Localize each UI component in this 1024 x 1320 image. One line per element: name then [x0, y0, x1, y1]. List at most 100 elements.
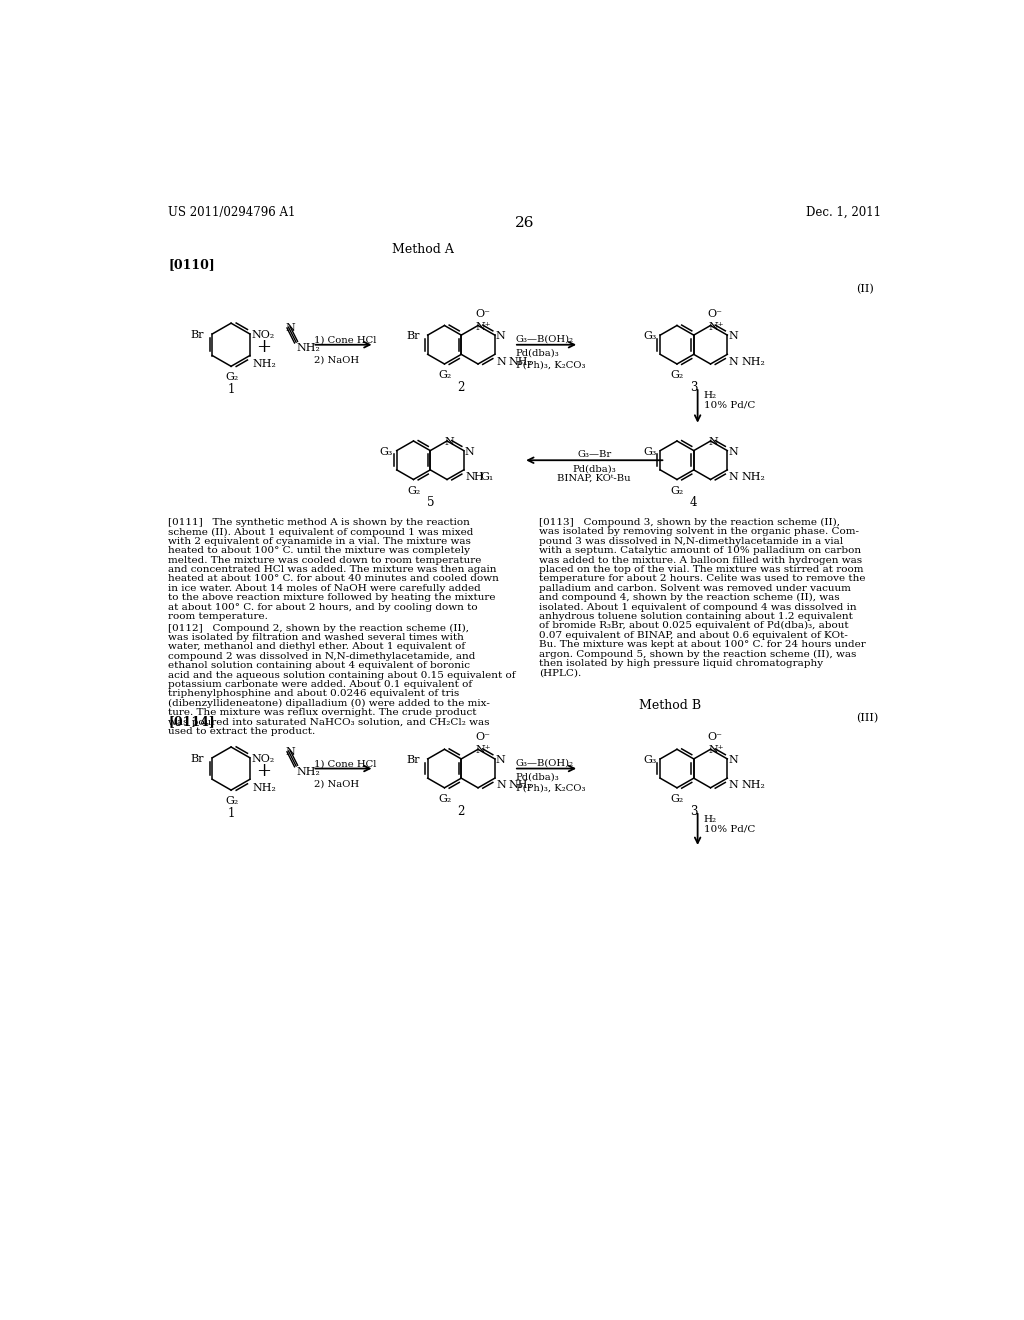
Text: used to extract the product.: used to extract the product. [168, 727, 315, 737]
Text: NH₂: NH₂ [296, 343, 321, 354]
Text: anhydrous toluene solution containing about 1.2 equivalent: anhydrous toluene solution containing ab… [539, 612, 853, 620]
Text: (dibenzyllideneatone) dipalladium (0) were added to the mix-: (dibenzyllideneatone) dipalladium (0) we… [168, 698, 490, 708]
Text: at about 100° C. for about 2 hours, and by cooling down to: at about 100° C. for about 2 hours, and … [168, 602, 478, 611]
Text: G₂: G₂ [225, 372, 239, 383]
Text: NO₂: NO₂ [252, 754, 274, 764]
Text: argon. Compound 5, shown by the reaction scheme (II), was: argon. Compound 5, shown by the reaction… [539, 649, 856, 659]
Text: and concentrated HCl was added. The mixture was then again: and concentrated HCl was added. The mixt… [168, 565, 497, 574]
Text: triphenylphosphine and about 0.0246 equivalent of tris: triphenylphosphine and about 0.0246 equi… [168, 689, 460, 698]
Text: N: N [444, 437, 455, 447]
Text: 0.07 equivalent of BINAP, and about 0.6 equivalent of KOt-: 0.07 equivalent of BINAP, and about 0.6 … [539, 631, 848, 640]
Text: (II): (II) [856, 284, 874, 294]
Text: 1: 1 [227, 807, 234, 820]
Text: O⁻: O⁻ [708, 733, 722, 742]
Text: 10% Pd/C: 10% Pd/C [703, 401, 756, 411]
Text: N: N [729, 780, 738, 791]
Text: N: N [465, 446, 474, 457]
Text: N: N [729, 356, 738, 367]
Text: G₃: G₃ [380, 446, 393, 457]
Text: scheme (II). About 1 equivalent of compound 1 was mixed: scheme (II). About 1 equivalent of compo… [168, 528, 474, 536]
Text: Br: Br [190, 754, 204, 764]
Text: (HPLC).: (HPLC). [539, 668, 581, 677]
Text: G₂: G₂ [438, 370, 452, 380]
Text: NH₂: NH₂ [741, 780, 765, 791]
Text: H₂: H₂ [703, 814, 717, 824]
Text: O⁻: O⁻ [475, 309, 489, 318]
Text: [0114]: [0114] [168, 714, 215, 727]
Text: NH₂: NH₂ [741, 356, 765, 367]
Text: room temperature.: room temperature. [168, 612, 268, 620]
Text: N⁺: N⁺ [709, 746, 724, 755]
Text: G₂: G₂ [671, 486, 684, 495]
Text: P(Ph)₃, K₂CO₃: P(Ph)₃, K₂CO₃ [515, 784, 585, 793]
Text: Br: Br [406, 755, 420, 766]
Text: compound 2 was dissolved in N,N-dimethylacetamide, and: compound 2 was dissolved in N,N-dimethyl… [168, 652, 476, 661]
Text: G₂: G₂ [408, 486, 421, 495]
Text: with 2 equivalent of cyanamide in a vial. The mixture was: with 2 equivalent of cyanamide in a vial… [168, 537, 471, 545]
Text: Dec. 1, 2011: Dec. 1, 2011 [806, 206, 882, 219]
Text: palladium and carbon. Solvent was removed under vacuum: palladium and carbon. Solvent was remove… [539, 583, 851, 593]
Text: 1) Cone HCl: 1) Cone HCl [314, 759, 377, 768]
Text: potassium carbonate were added. About 0.1 equivalent of: potassium carbonate were added. About 0.… [168, 680, 472, 689]
Text: N: N [729, 473, 738, 482]
Text: N: N [286, 747, 295, 756]
Text: [0113]   Compound 3, shown by the reaction scheme (II),: [0113] Compound 3, shown by the reaction… [539, 517, 840, 527]
Text: N: N [465, 473, 475, 482]
Text: H: H [473, 473, 483, 482]
Text: NH₂: NH₂ [509, 780, 532, 791]
Text: G₃: G₃ [643, 446, 656, 457]
Text: Method A: Method A [391, 243, 454, 256]
Text: [0112]   Compound 2, shown by the reaction scheme (II),: [0112] Compound 2, shown by the reaction… [168, 623, 469, 632]
Text: Pd(dba)₃: Pd(dba)₃ [515, 772, 559, 781]
Text: 2: 2 [458, 805, 465, 817]
Text: O⁻: O⁻ [475, 733, 489, 742]
Text: was added to the mixture. A balloon filled with hydrogen was: was added to the mixture. A balloon fill… [539, 556, 862, 565]
Text: 2) NaOH: 2) NaOH [314, 355, 359, 364]
Text: temperature for about 2 hours. Celite was used to remove the: temperature for about 2 hours. Celite wa… [539, 574, 865, 583]
Text: 1) Cone HCl: 1) Cone HCl [314, 335, 377, 345]
Text: ture. The mixture was reflux overnight. The crude product: ture. The mixture was reflux overnight. … [168, 708, 477, 717]
Text: Bu. The mixture was kept at about 100° C. for 24 hours under: Bu. The mixture was kept at about 100° C… [539, 640, 865, 649]
Text: +: + [256, 338, 271, 356]
Text: 1: 1 [227, 383, 234, 396]
Text: H₂: H₂ [703, 391, 717, 400]
Text: 2) NaOH: 2) NaOH [314, 779, 359, 788]
Text: placed on the top of the vial. The mixture was stirred at room: placed on the top of the vial. The mixtu… [539, 565, 863, 574]
Text: NH₂: NH₂ [296, 767, 321, 777]
Text: N: N [496, 331, 505, 342]
Text: acid and the aqueous solution containing about 0.15 equivalent of: acid and the aqueous solution containing… [168, 671, 516, 680]
Text: to the above reaction mixture followed by heating the mixture: to the above reaction mixture followed b… [168, 593, 496, 602]
Text: Pd(dba)₃: Pd(dba)₃ [572, 465, 616, 473]
Text: was isolated by filtration and washed several times with: was isolated by filtration and washed se… [168, 634, 464, 642]
Text: P(Ph)₃, K₂CO₃: P(Ph)₃, K₂CO₃ [515, 360, 585, 370]
Text: Method B: Method B [639, 700, 701, 713]
Text: NO₂: NO₂ [252, 330, 274, 341]
Text: NH₂: NH₂ [252, 359, 276, 370]
Text: [0111]   The synthetic method A is shown by the reaction: [0111] The synthetic method A is shown b… [168, 517, 470, 527]
Text: of bromide R₃Br, about 0.025 equivalent of Pd(dba)₃, about: of bromide R₃Br, about 0.025 equivalent … [539, 622, 848, 631]
Text: N: N [496, 755, 505, 766]
Text: Pd(dba)₃: Pd(dba)₃ [515, 348, 559, 358]
Text: O⁻: O⁻ [708, 309, 722, 318]
Text: 10% Pd/C: 10% Pd/C [703, 825, 756, 834]
Text: with a septum. Catalytic amount of 10% palladium on carbon: with a septum. Catalytic amount of 10% p… [539, 546, 861, 556]
Text: was isolated by removing solvent in the organic phase. Com-: was isolated by removing solvent in the … [539, 528, 859, 536]
Text: N: N [728, 446, 738, 457]
Text: (III): (III) [856, 713, 879, 723]
Text: Br: Br [190, 330, 204, 341]
Text: [0110]: [0110] [168, 259, 215, 272]
Text: in ice water. About 14 moles of NaOH were carefully added: in ice water. About 14 moles of NaOH wer… [168, 583, 481, 593]
Text: 3: 3 [690, 805, 697, 817]
Text: heated at about 100° C. for about 40 minutes and cooled down: heated at about 100° C. for about 40 min… [168, 574, 499, 583]
Text: heated to about 100° C. until the mixture was completely: heated to about 100° C. until the mixtur… [168, 546, 470, 556]
Text: G₃—B(OH)₂: G₃—B(OH)₂ [515, 335, 573, 343]
Text: G₂: G₂ [438, 793, 452, 804]
Text: ethanol solution containing about 4 equivalent of boronic: ethanol solution containing about 4 equi… [168, 661, 470, 671]
Text: 3: 3 [690, 381, 697, 393]
Text: G₂: G₂ [671, 370, 684, 380]
Text: NH₂: NH₂ [252, 783, 276, 793]
Text: N⁺: N⁺ [476, 322, 492, 331]
Text: 2: 2 [458, 381, 465, 393]
Text: G₃—B(OH)₂: G₃—B(OH)₂ [515, 759, 573, 767]
Text: water, methanol and diethyl ether. About 1 equivalent of: water, methanol and diethyl ether. About… [168, 643, 466, 652]
